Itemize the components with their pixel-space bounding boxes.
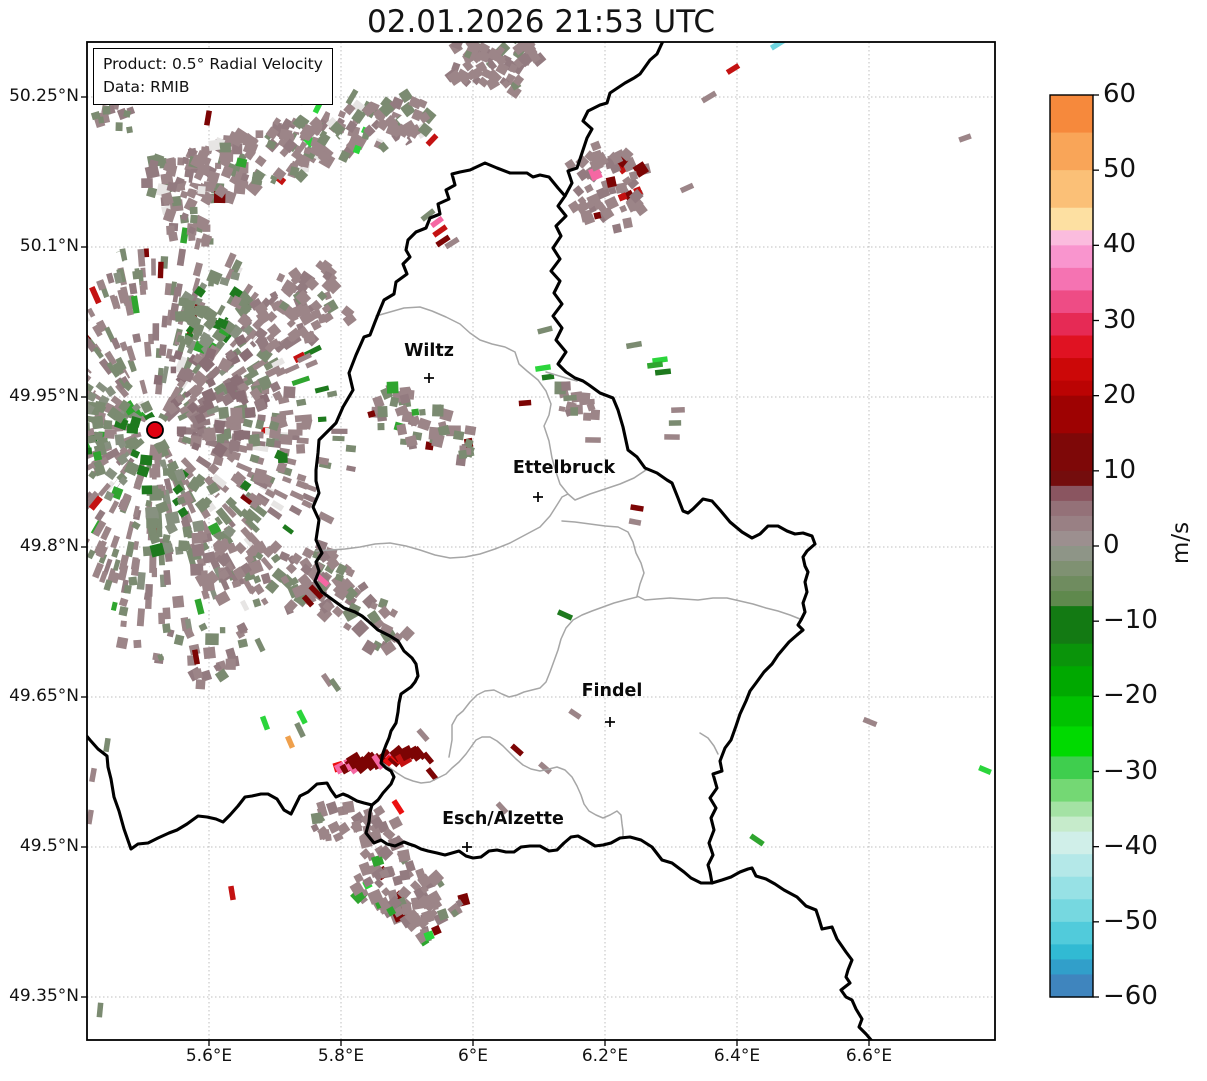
y-tick-label: 49.65°N <box>9 686 79 706</box>
colorbar-tick-label: 20 <box>1103 379 1137 410</box>
x-tick-label: 5.6°E <box>185 1046 233 1066</box>
y-tick-label: 50.25°N <box>9 86 79 106</box>
colorbar-tick-label: 10 <box>1103 454 1137 485</box>
admin-borders <box>315 306 801 839</box>
colorbar-tick-label: 0 <box>1103 530 1120 560</box>
colorbar-tick-label: −20 <box>1103 680 1158 711</box>
x-tick-label: 6.2°E <box>581 1046 629 1066</box>
colorbar-tick-label: 50 <box>1103 154 1137 185</box>
y-tick-label: 49.95°N <box>9 386 79 406</box>
product-info-box: Product: 0.5° Radial Velocity Data: RMIB <box>93 48 333 105</box>
colorbar-tick-label: −60 <box>1103 981 1158 1011</box>
colorbar-tick-label: −30 <box>1103 755 1158 786</box>
colorbar-tick-label: 60 <box>1103 79 1137 109</box>
product-label: Product: 0.5° Radial Velocity <box>103 55 323 73</box>
city-label-findel: Findel <box>581 681 643 701</box>
country-borders <box>87 42 874 1040</box>
colorbar <box>1049 94 1099 998</box>
page-title: 02.01.2026 21:53 UTC <box>367 4 715 40</box>
colorbar-tick-label: −10 <box>1103 605 1158 636</box>
x-tick-label: 6°E <box>457 1046 489 1066</box>
x-tick-label: 6.4°E <box>713 1046 761 1066</box>
colorbar-tick-label: 40 <box>1103 229 1137 260</box>
y-tick-label: 49.8°N <box>19 536 79 556</box>
city-label-wiltz: Wiltz <box>404 341 454 361</box>
city-marker-wiltz <box>424 373 434 383</box>
city-marker-findel <box>605 717 615 727</box>
colorbar-tick-label: −40 <box>1103 830 1158 861</box>
x-tick-label: 6.6°E <box>845 1046 893 1066</box>
radar-site-marker <box>142 417 168 443</box>
radar-data-layer <box>87 42 992 1040</box>
axis-ticks <box>81 96 870 1046</box>
y-tick-label: 49.5°N <box>19 836 79 856</box>
gridlines <box>87 42 995 1040</box>
city-marker-eschalzette <box>462 842 472 852</box>
y-tick-label: 50.1°N <box>19 236 79 256</box>
city-label-ettelbruck: Ettelbruck <box>512 458 616 478</box>
y-tick-label: 49.35°N <box>9 986 79 1006</box>
city-label-eschalzette: Esch/Alzette <box>442 809 564 829</box>
colorbar-tick-label: −50 <box>1103 905 1158 936</box>
x-tick-label: 5.8°E <box>317 1046 365 1066</box>
city-marker-ettelbruck <box>533 492 543 502</box>
plot-frame <box>86 41 996 1041</box>
data-source-label: Data: RMIB <box>103 77 190 96</box>
colorbar-tick-label: 30 <box>1103 304 1137 335</box>
